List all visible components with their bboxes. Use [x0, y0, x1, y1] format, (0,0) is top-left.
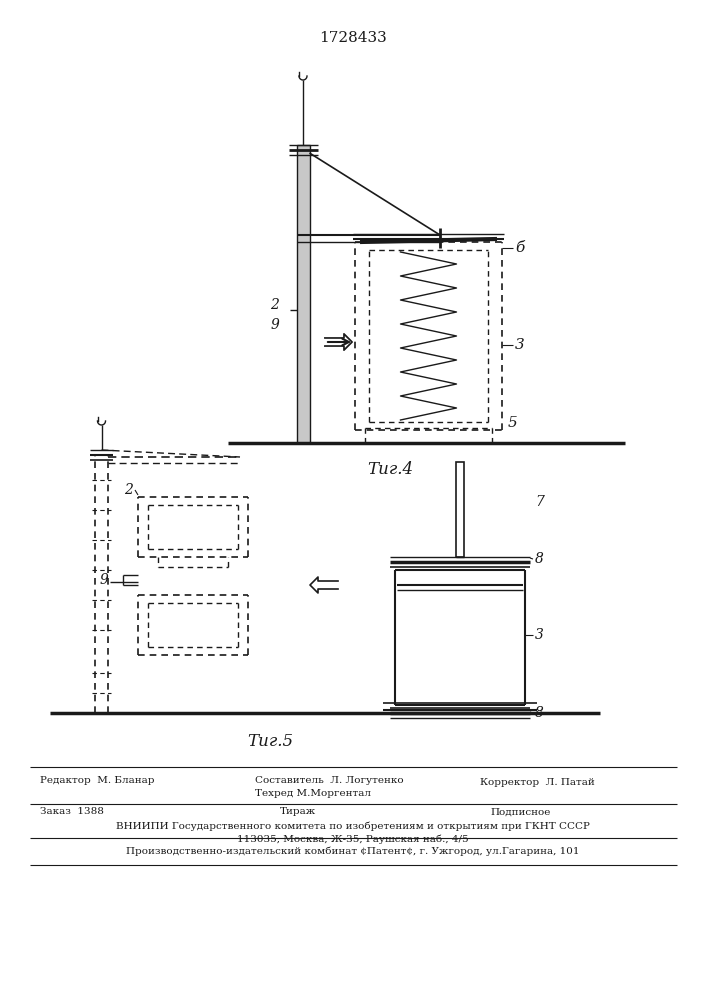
Text: 8: 8: [535, 706, 544, 720]
Text: Τиг.5: Τиг.5: [247, 734, 293, 750]
Text: Составитель  Л. Логутенко: Составитель Л. Логутенко: [255, 776, 404, 785]
Text: Тираж: Тираж: [280, 808, 316, 816]
Text: 1728433: 1728433: [319, 31, 387, 45]
Text: 8: 8: [535, 552, 544, 566]
Text: ВНИИПИ Государственного комитета по изобретениям и открытиям при ГКНТ СССР: ВНИИПИ Государственного комитета по изоб…: [116, 821, 590, 831]
Text: Τиг.4: Τиг.4: [367, 462, 413, 479]
Text: 9: 9: [271, 318, 279, 332]
Bar: [456, 462, 464, 557]
Text: 7: 7: [535, 495, 544, 509]
Text: Редактор  М. Бланар: Редактор М. Бланар: [40, 776, 155, 785]
Text: 2: 2: [271, 298, 279, 312]
Text: 2: 2: [124, 483, 133, 497]
Text: 5: 5: [508, 416, 518, 430]
Text: 3: 3: [535, 628, 544, 642]
Text: Подписное: Подписное: [490, 808, 550, 816]
Text: Корректор  Л. Патай: Корректор Л. Патай: [480, 778, 595, 787]
Text: б: б: [515, 241, 525, 255]
Bar: [296, 145, 310, 443]
Text: Производственно-издательский комбинат ¢Патент¢, г. Ужгород, ул.Гагарина, 101: Производственно-издательский комбинат ¢П…: [127, 847, 580, 856]
Text: 3: 3: [515, 338, 525, 352]
Text: 113035, Москва, Ж-35, Раушская наб., 4/5: 113035, Москва, Ж-35, Раушская наб., 4/5: [237, 834, 469, 844]
Text: Техред М.Моргентал: Техред М.Моргентал: [255, 789, 371, 798]
Polygon shape: [310, 577, 338, 593]
Text: Заказ  1388: Заказ 1388: [40, 808, 104, 816]
Text: 9: 9: [99, 573, 108, 587]
Polygon shape: [325, 334, 352, 350]
